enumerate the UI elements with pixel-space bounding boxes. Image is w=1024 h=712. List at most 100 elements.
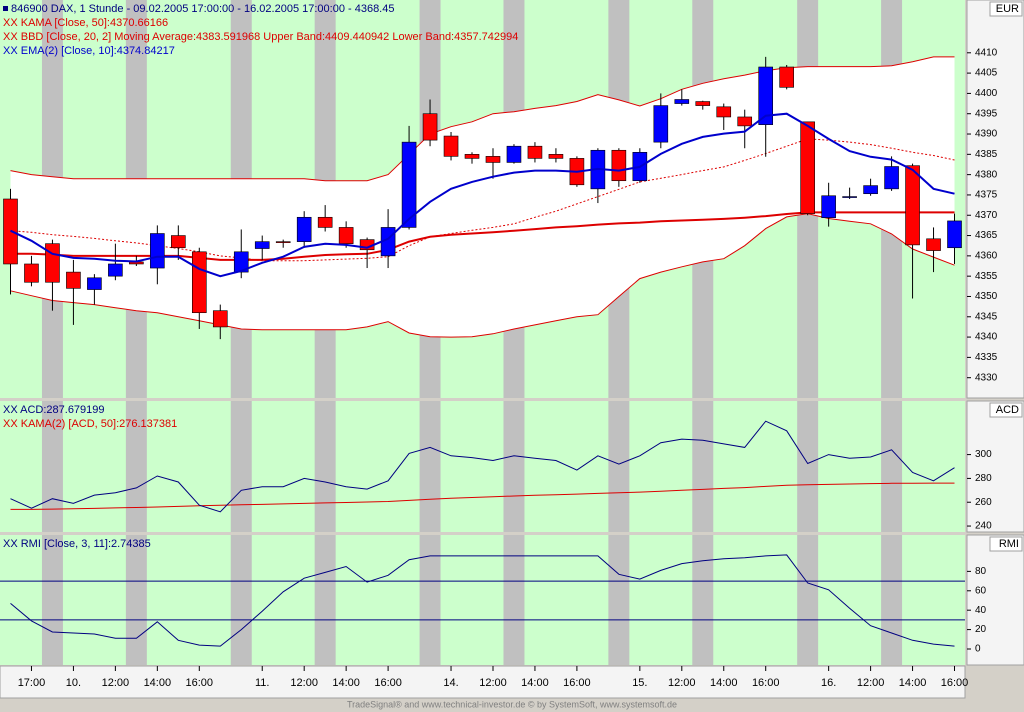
candle-body [233, 251, 249, 273]
x-tick-label: 17:00 [18, 677, 46, 689]
axis-label: RMI [999, 538, 1019, 550]
y-tick-label: 4380 [975, 169, 998, 180]
session-stripe [314, 401, 336, 532]
candle-body [863, 185, 878, 195]
y-tick-label: 4350 [975, 291, 998, 302]
session-stripe [419, 535, 441, 665]
candle-body [611, 149, 627, 182]
session-stripe [692, 535, 714, 665]
y-tick-label: 4365 [975, 230, 998, 241]
candle-body [716, 106, 732, 118]
y-tick-label: 4400 [975, 88, 998, 99]
x-tick-label: 12:00 [479, 677, 507, 689]
session-stripe [125, 535, 147, 665]
x-tick-label: 14:00 [144, 677, 172, 689]
session-stripe [230, 401, 252, 532]
x-tick-label: 14:00 [521, 677, 549, 689]
candle-body [108, 263, 123, 277]
y-tick-label: 20 [975, 624, 987, 635]
candle-body [296, 216, 312, 242]
title-icon [3, 6, 8, 11]
candle-body [485, 156, 501, 163]
y-tick-label: 4385 [975, 149, 998, 160]
x-tick-label: 14:00 [710, 677, 738, 689]
x-tick-label: 16:00 [941, 677, 969, 689]
x-tick-label: 12:00 [668, 677, 696, 689]
indicator-line [10, 420, 955, 513]
x-tick-label: 11. [255, 677, 269, 689]
y-tick-label: 4375 [975, 190, 998, 201]
session-stripe [314, 535, 336, 665]
y-tick-label: 4390 [975, 129, 998, 140]
axis-background [966, 0, 1024, 399]
candle-body [66, 271, 81, 289]
session-stripe [41, 535, 63, 665]
candle-body [87, 277, 102, 290]
candle-body [317, 216, 333, 228]
candle-body [653, 105, 669, 143]
y-tick-label: 60 [975, 585, 987, 596]
session-stripe [230, 535, 252, 665]
x-tick-label: 16:00 [374, 677, 402, 689]
y-tick-label: 300 [975, 449, 992, 460]
x-tick-label: 14. [443, 677, 458, 689]
y-tick-label: 4355 [975, 271, 998, 282]
session-stripe [881, 401, 903, 532]
session-stripe [41, 401, 63, 532]
candle-body [758, 66, 774, 125]
axis-background [966, 534, 1024, 666]
x-tick-label: 15. [632, 677, 647, 689]
y-tick-label: 4340 [975, 332, 998, 343]
candle-body [24, 263, 39, 283]
session-stripe [692, 401, 714, 532]
session-stripe [608, 535, 630, 665]
axis-header [989, 1, 1023, 17]
footer: TradeSignal® and www.technical-investor.… [347, 699, 677, 709]
legend-entry: XX EMA(2) [Close, 10]:4374.84217 [3, 45, 175, 57]
candle-body [401, 141, 417, 228]
x-tick-label: 16:00 [752, 677, 780, 689]
y-tick-label: 4335 [975, 352, 998, 363]
x-tick-label: 12:00 [857, 677, 885, 689]
legend-entry: XX ACD:287.679199 [3, 404, 105, 416]
session-stripe [419, 401, 441, 532]
legend-entry: XX RMI [Close, 3, 11]:2.74385 [3, 538, 151, 550]
x-axis-background [0, 665, 966, 699]
candle-body [254, 241, 270, 249]
candle-body [926, 238, 941, 251]
session-stripe [797, 535, 819, 665]
legend-entry: XX KAMA(2) [ACD, 50]:276.137381 [3, 418, 177, 430]
x-tick-label: 16:00 [563, 677, 591, 689]
session-stripe [503, 401, 525, 532]
y-tick-label: 4345 [975, 311, 998, 322]
indicator-line [10, 213, 955, 338]
x-tick-label: 10. [66, 677, 81, 689]
indicator-line [10, 554, 955, 647]
candle-body [45, 243, 60, 283]
x-tick-label: 12:00 [290, 677, 318, 689]
legend-entry: XX KAMA [Close, 50]:4370.66166 [3, 17, 168, 29]
axis-background [966, 400, 1024, 533]
indicator-line [10, 112, 955, 278]
indicator-line [10, 56, 955, 182]
y-tick-label: 4330 [975, 372, 998, 383]
candle-body [171, 235, 186, 249]
candle-body [506, 145, 522, 163]
candle-body [779, 66, 794, 88]
candle-body [527, 145, 543, 159]
y-tick-label: 280 [975, 473, 992, 484]
candle-body [674, 99, 690, 104]
candle-body [947, 220, 962, 249]
y-tick-label: 4405 [975, 68, 998, 79]
x-tick-label: 14:00 [332, 677, 360, 689]
candle-body [842, 196, 857, 198]
candle-body [275, 241, 291, 243]
x-tick-label: 12:00 [102, 677, 130, 689]
y-tick-label: 240 [975, 521, 992, 532]
candle-body [443, 135, 459, 157]
candle-body [800, 121, 815, 214]
y-tick-label: 4410 [975, 47, 998, 58]
session-stripe [503, 535, 525, 665]
candle-body [548, 154, 564, 159]
